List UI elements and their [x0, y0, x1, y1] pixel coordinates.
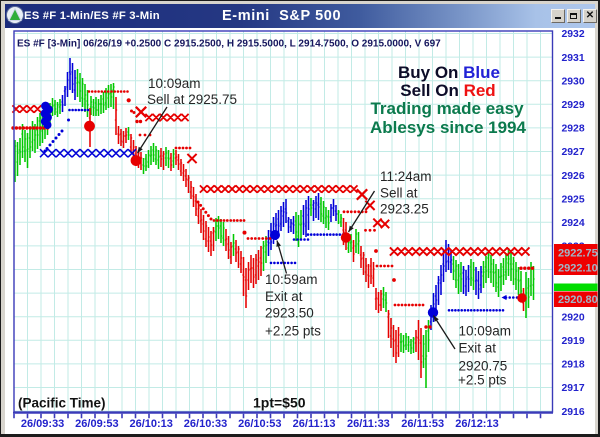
svg-text:2919: 2919: [562, 336, 585, 347]
svg-text:2922.75: 2922.75: [558, 248, 598, 260]
svg-text:2924: 2924: [562, 218, 585, 229]
svg-text:2916: 2916: [562, 407, 585, 418]
svg-text:2926: 2926: [562, 171, 585, 182]
svg-text:Sell at 2925.75: Sell at 2925.75: [147, 92, 237, 107]
svg-text:Sell On Red: Sell On Red: [400, 81, 495, 100]
svg-text:26/11:33: 26/11:33: [347, 418, 390, 430]
svg-text:2918: 2918: [562, 360, 585, 371]
svg-text:2925: 2925: [562, 194, 585, 205]
svg-text:2920: 2920: [562, 312, 585, 323]
svg-text:ES #F [3-Min] 06/26/19 +0.250: ES #F [3-Min] 06/26/19 +0.2500 C 2915.25…: [17, 39, 441, 50]
svg-text:(Pacific Time): (Pacific Time): [18, 396, 106, 411]
svg-text:2923.50: 2923.50: [265, 306, 314, 321]
svg-text:26/10:33: 26/10:33: [184, 418, 227, 430]
svg-text:2930: 2930: [562, 76, 585, 87]
svg-text:10:59am: 10:59am: [265, 272, 318, 287]
svg-text:26/10:13: 26/10:13: [129, 418, 172, 430]
svg-text:Buy On Blue: Buy On Blue: [398, 63, 500, 82]
svg-text:2932: 2932: [562, 29, 585, 40]
svg-text:Sell at: Sell at: [380, 186, 418, 201]
svg-text:10:09am: 10:09am: [459, 324, 512, 339]
svg-text:+2.25 pts: +2.25 pts: [265, 324, 321, 339]
svg-text:26/12:13: 26/12:13: [455, 418, 498, 430]
svg-text:1pt=$50: 1pt=$50: [253, 395, 306, 411]
svg-text:+2.5 pts: +2.5 pts: [458, 373, 507, 388]
svg-text:26/11:13: 26/11:13: [293, 418, 336, 430]
svg-text:2922.10: 2922.10: [558, 263, 598, 275]
svg-text:Ablesys since 1994: Ablesys since 1994: [370, 118, 526, 137]
svg-text:2917: 2917: [562, 383, 585, 394]
svg-text:2923.25: 2923.25: [380, 202, 429, 217]
svg-text:Exit at: Exit at: [459, 341, 497, 356]
svg-text:2927: 2927: [562, 147, 585, 158]
svg-text:26/10:53: 26/10:53: [238, 418, 281, 430]
svg-text:2929: 2929: [562, 100, 585, 111]
svg-text:26/09:53: 26/09:53: [75, 418, 118, 430]
svg-text:Trading made easy: Trading made easy: [370, 99, 524, 118]
svg-text:Exit at: Exit at: [265, 289, 303, 304]
svg-text:2931: 2931: [562, 53, 585, 64]
svg-text:2920.75: 2920.75: [459, 359, 508, 374]
svg-text:26/09:33: 26/09:33: [21, 418, 64, 430]
svg-text:10:09am: 10:09am: [148, 76, 201, 91]
svg-text:2920.80: 2920.80: [558, 294, 598, 306]
svg-text:11:24am: 11:24am: [380, 169, 432, 184]
svg-text:26/11:53: 26/11:53: [401, 418, 444, 430]
svg-text:2928: 2928: [562, 124, 585, 135]
